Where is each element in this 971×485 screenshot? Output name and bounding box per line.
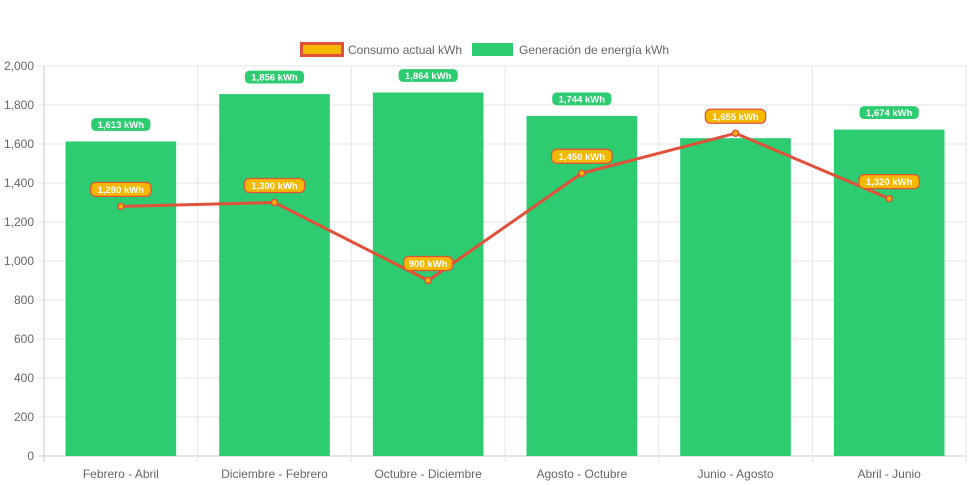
- line-data-label-bg: [243, 177, 306, 194]
- bar-data-label-text: 1,856 kWh: [251, 73, 298, 84]
- line-data-label-bg: [704, 108, 767, 124]
- data-labels: 1,613 kWh 1,856 kWh 1,864 kWh 1,744 kWh 1,67…: [90, 67, 920, 272]
- line-path: [120, 131, 890, 282]
- line-data-label-text: 900 kWh: [409, 259, 448, 270]
- grid: [38, 65, 967, 462]
- x-tick-label: Agosto - Octubre: [536, 467, 627, 481]
- y-tick-label: 800: [14, 293, 34, 307]
- bar-data-label: 1,674 kWh: [858, 104, 920, 121]
- bar-series: [65, 92, 945, 457]
- bar-data-label-bg: [397, 67, 459, 84]
- legend-swatch-consumo: [300, 42, 344, 57]
- legend-item-generacion[interactable]: Generación de energía kWh: [472, 43, 669, 57]
- line-point[interactable]: [731, 129, 740, 138]
- bar-data-label: 1,744 kWh: [551, 91, 613, 107]
- bar-data-label-bg: [243, 69, 306, 85]
- line-point[interactable]: [885, 194, 893, 203]
- line-data-label-text: 1,320 kWh: [866, 177, 913, 188]
- line-series: [117, 129, 893, 285]
- line-data-label-bg: [402, 255, 454, 272]
- line-data-label-text: 1,450 kWh: [559, 152, 606, 163]
- bar-data-label: 1,856 kWh: [243, 69, 306, 85]
- bar[interactable]: [372, 92, 484, 457]
- line-point[interactable]: [424, 276, 432, 285]
- y-tick-label: 0: [27, 449, 34, 463]
- bar-data-label-text: 1,864 kWh: [405, 71, 452, 82]
- bar-data-label-text: 1,744 kWh: [559, 94, 606, 105]
- legend-label-consumo: Consumo actual kWh: [348, 43, 462, 57]
- line-data-label: 1,655 kWh: [704, 108, 767, 124]
- legend-label-generacion: Generación de energía kWh: [519, 43, 669, 57]
- line-data-label-bg: [551, 148, 613, 164]
- x-tick-label: Abril - Junio: [857, 467, 921, 481]
- x-tick-label: Octubre - Diciembre: [374, 467, 482, 481]
- bar-data-label-bg: [90, 116, 152, 133]
- line-data-label-text: 1,280 kWh: [98, 185, 145, 196]
- line-data-label-text: 1,655 kWh: [712, 112, 759, 123]
- line-point[interactable]: [578, 169, 586, 177]
- bar-data-label-text: 1,674 kWh: [866, 108, 913, 119]
- line-data-label: 900 kWh: [402, 255, 454, 272]
- y-tick-label: 1,600: [4, 137, 34, 151]
- bar[interactable]: [680, 138, 791, 456]
- y-tick-label: 600: [14, 332, 34, 346]
- x-tick-label: Febrero - Abril: [83, 467, 159, 481]
- bar-data-label: 1,864 kWh: [397, 67, 459, 84]
- y-tick-label: 400: [14, 371, 34, 385]
- legend-swatch-generacion: [472, 43, 513, 56]
- line-data-label-bg: [858, 174, 920, 190]
- y-tick-label: 1,000: [4, 254, 34, 268]
- line-data-label: 1,300 kWh: [243, 177, 306, 194]
- line-data-label-bg: [90, 181, 152, 197]
- y-tick-label: 1,200: [4, 215, 34, 229]
- line-point[interactable]: [117, 202, 125, 211]
- bar[interactable]: [219, 94, 330, 456]
- y-tick-label: 200: [14, 410, 34, 424]
- y-tick-label: 2,000: [4, 59, 34, 73]
- line-data-label: 1,280 kWh: [90, 181, 152, 197]
- axes: 0 200 400 600 800 1,000 1,200 1,400 1,600 1,800 2,…: [4, 59, 921, 481]
- x-tick-label: Diciembre - Febrero: [221, 467, 328, 481]
- bar-data-label-bg: [858, 104, 920, 121]
- x-tick-label: Junio - Agosto: [697, 467, 773, 481]
- legend-item-consumo[interactable]: Consumo actual kWh: [300, 42, 463, 57]
- line-data-label: 1,320 kWh: [858, 174, 920, 190]
- bar-data-label-bg: [551, 91, 613, 107]
- bar-data-label: 1,613 kWh: [90, 116, 152, 133]
- y-tick-label: 1,800: [4, 98, 34, 112]
- line-point[interactable]: [270, 198, 279, 207]
- bar-data-label-text: 1,613 kWh: [98, 120, 145, 131]
- legend[interactable]: Consumo actual kWh Generación de energía…: [300, 42, 670, 57]
- y-tick-label: 1,400: [4, 176, 34, 190]
- line-data-label: 1,450 kWh: [551, 148, 613, 164]
- line-data-label-text: 1,300 kWh: [251, 181, 298, 192]
- bar[interactable]: [526, 115, 638, 457]
